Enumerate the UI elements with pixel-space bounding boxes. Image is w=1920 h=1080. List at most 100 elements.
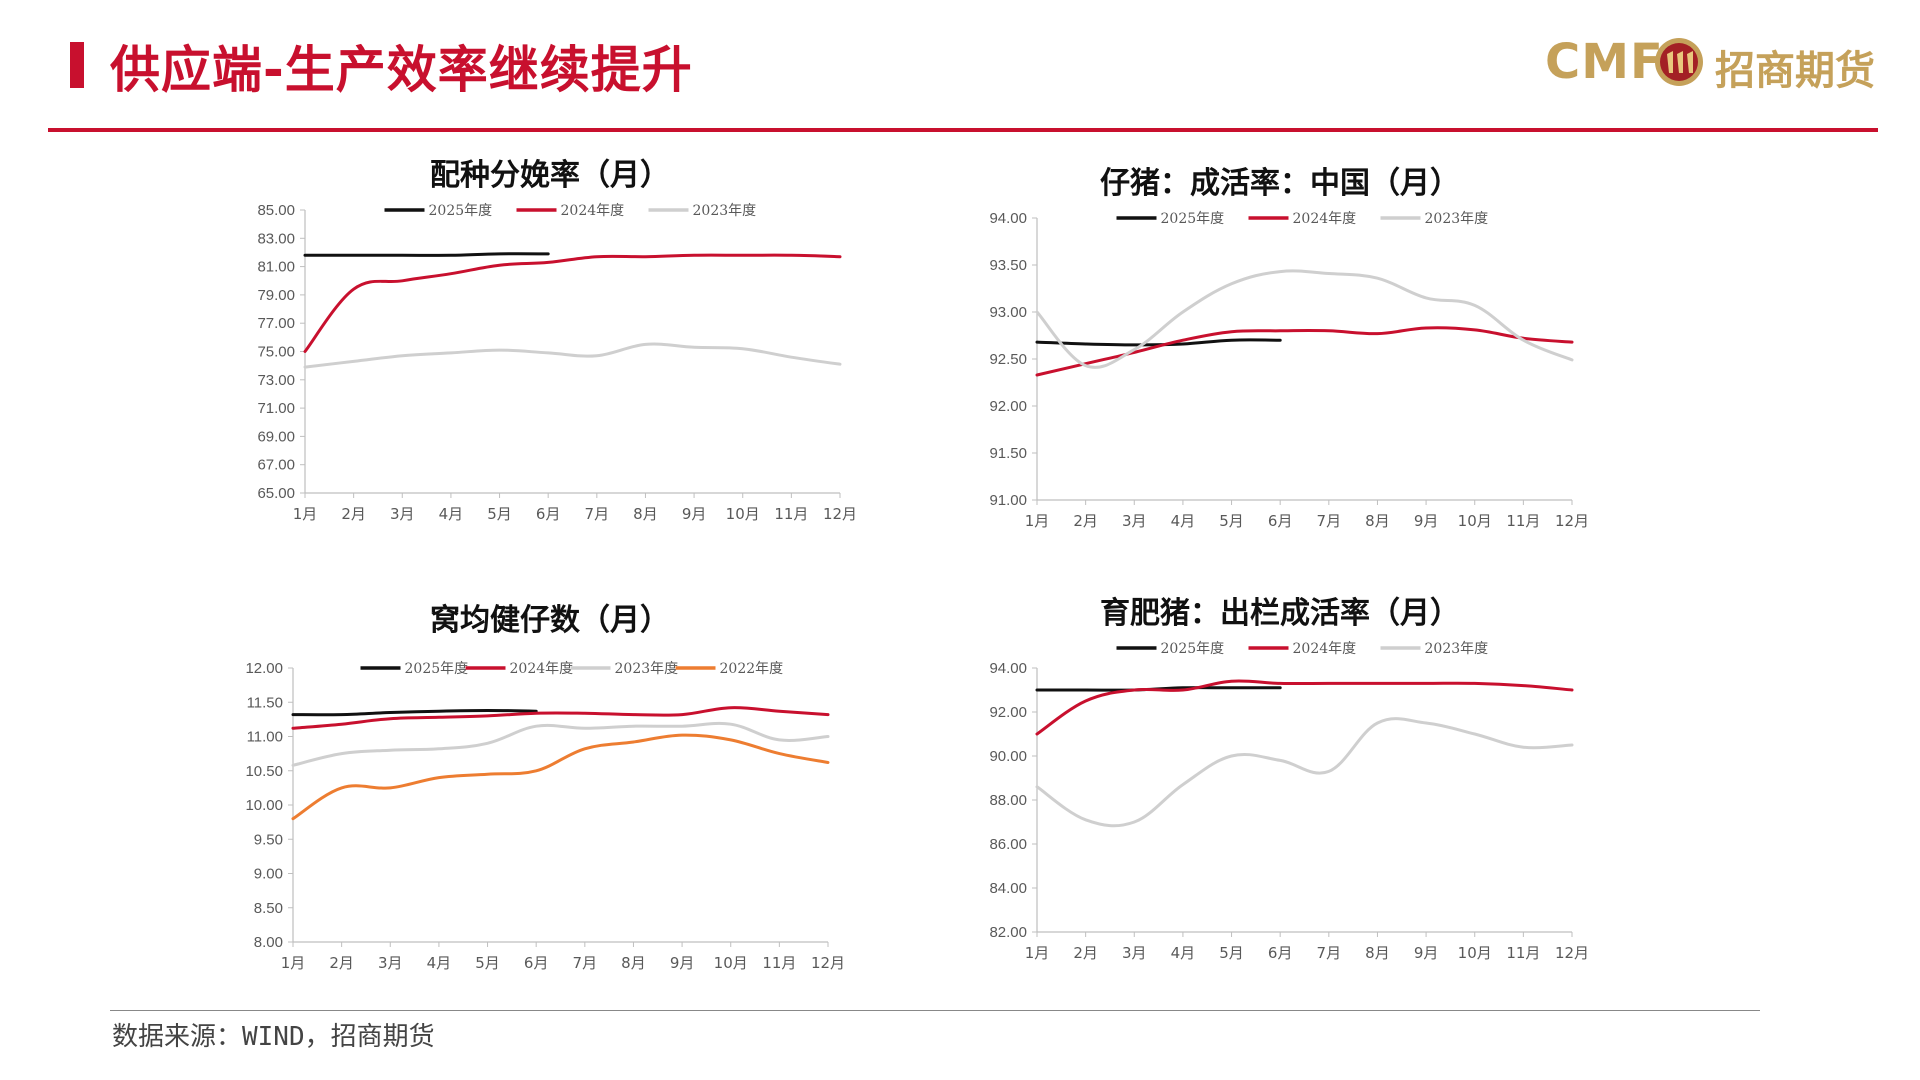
x-tick-label: 2月 bbox=[1073, 944, 1098, 962]
legend-label: 2025年度 bbox=[429, 203, 493, 219]
x-tick-label: 6月 bbox=[1268, 944, 1293, 962]
chart-plot: 12.00 11.50 11.00 10.50 10.00 9.50 9.00 8.50 8.0… bbox=[245, 660, 845, 972]
x-tick-label: 10月 bbox=[714, 954, 748, 972]
y-tick-label: 92.00 bbox=[989, 704, 1027, 721]
x-tick-label: 9月 bbox=[682, 505, 707, 523]
y-tick-label: 85.00 bbox=[257, 202, 295, 219]
series-line bbox=[303, 253, 842, 353]
x-tick-label: 6月 bbox=[1268, 512, 1293, 530]
legend-label: 2023年度 bbox=[1425, 641, 1489, 657]
series-line bbox=[291, 721, 830, 767]
y-tick-label: 82.00 bbox=[989, 924, 1027, 941]
y-tick-label: 9.00 bbox=[254, 866, 283, 883]
series-line bbox=[1035, 679, 1574, 736]
y-tick-label: 93.00 bbox=[989, 304, 1027, 321]
legend-label: 2025年度 bbox=[1161, 211, 1225, 227]
x-tick-label: 5月 bbox=[1219, 512, 1244, 530]
series-line bbox=[1035, 717, 1574, 828]
y-tick-label: 11.00 bbox=[247, 729, 283, 746]
y-tick-label: 92.00 bbox=[989, 398, 1027, 415]
y-tick-label: 75.00 bbox=[257, 344, 295, 361]
y-tick-label: 10.00 bbox=[245, 797, 283, 814]
legend-label: 2023年度 bbox=[693, 203, 757, 219]
chart-piglet-survival-rate: 仔猪：成活率：中国（月） 94.00 93.50 93.00 92.50 92.00 91… bbox=[950, 150, 1610, 550]
chart-healthy-piglets-per-litter: 窝均健仔数（月） 12.00 11.50 11.00 10.50 10.00 9.50 9.… bbox=[220, 590, 880, 1000]
y-tick-label: 12.00 bbox=[245, 660, 283, 677]
legend-label: 2024年度 bbox=[1293, 641, 1357, 657]
x-tick-label: 6月 bbox=[536, 505, 561, 523]
y-tick-label: 10.50 bbox=[245, 763, 283, 780]
x-tick-label: 1月 bbox=[293, 505, 318, 523]
chart-title: 配种分娩率（月） bbox=[430, 158, 670, 193]
x-tick-label: 12月 bbox=[1555, 512, 1589, 530]
x-tick-label: 4月 bbox=[439, 505, 464, 523]
data-source-note: 数据来源：WIND，招商期货 bbox=[112, 1022, 435, 1052]
x-tick-label: 8月 bbox=[1365, 512, 1390, 530]
y-tick-label: 8.00 bbox=[254, 934, 283, 951]
legend-label: 2025年度 bbox=[405, 661, 469, 677]
chart-plot: 94.00 92.00 90.00 88.00 86.00 84.00 82.00 1月 2月 3… bbox=[989, 641, 1589, 962]
x-tick-label: 3月 bbox=[1122, 944, 1147, 962]
company-logo: CMF 招商期货 bbox=[1545, 34, 1880, 94]
legend-label: 2023年度 bbox=[1425, 211, 1489, 227]
legend-label: 2023年度 bbox=[615, 661, 679, 677]
y-tick-label: 8.50 bbox=[254, 900, 283, 917]
chart-title: 育肥猪：出栏成活率（月） bbox=[1100, 596, 1460, 631]
x-tick-label: 5月 bbox=[475, 954, 500, 972]
x-tick-label: 4月 bbox=[427, 954, 452, 972]
y-tick-label: 81.00 bbox=[257, 259, 295, 276]
x-tick-label: 8月 bbox=[1365, 944, 1390, 962]
x-tick-label: 2月 bbox=[1073, 512, 1098, 530]
x-tick-label: 9月 bbox=[1414, 944, 1439, 962]
y-tick-label: 91.00 bbox=[989, 492, 1027, 509]
series-line bbox=[1035, 269, 1574, 369]
x-tick-label: 9月 bbox=[670, 954, 695, 972]
y-tick-label: 94.00 bbox=[989, 660, 1027, 677]
y-tick-label: 79.00 bbox=[257, 287, 295, 304]
x-tick-label: 11月 bbox=[774, 505, 808, 523]
x-tick-label: 1月 bbox=[1025, 944, 1050, 962]
y-tick-label: 88.00 bbox=[989, 792, 1027, 809]
x-tick-label: 2月 bbox=[341, 505, 366, 523]
x-tick-label: 3月 bbox=[390, 505, 415, 523]
logo-latin-text: CMF bbox=[1545, 34, 1664, 90]
y-tick-label: 9.50 bbox=[254, 831, 283, 848]
legend-label: 2024年度 bbox=[561, 203, 625, 219]
x-tick-label: 3月 bbox=[1122, 512, 1147, 530]
chart-plot: 94.00 93.50 93.00 92.50 92.00 91.50 91.00 1月 2月 3… bbox=[989, 210, 1589, 530]
footer-divider bbox=[110, 1010, 1760, 1011]
x-tick-label: 3月 bbox=[378, 954, 403, 972]
header-divider bbox=[48, 128, 1878, 132]
x-tick-label: 5月 bbox=[487, 505, 512, 523]
x-tick-label: 1月 bbox=[1025, 512, 1050, 530]
y-tick-label: 73.00 bbox=[257, 372, 295, 389]
x-tick-label: 7月 bbox=[1317, 944, 1342, 962]
y-tick-label: 71.00 bbox=[257, 400, 295, 417]
x-tick-label: 10月 bbox=[726, 505, 760, 523]
page-title: 供应端-生产效率继续提升 bbox=[110, 41, 693, 99]
series-line bbox=[291, 709, 538, 717]
series-line bbox=[303, 342, 842, 369]
y-tick-label: 83.00 bbox=[257, 230, 295, 247]
x-tick-label: 12月 bbox=[823, 505, 857, 523]
y-tick-label: 93.50 bbox=[989, 257, 1027, 274]
chart-plot: 85.00 83.00 81.00 79.00 77.00 75.00 73.00 71.00… bbox=[257, 202, 857, 523]
series-line bbox=[1035, 338, 1282, 347]
x-tick-label: 10月 bbox=[1458, 512, 1492, 530]
series-line bbox=[291, 733, 830, 821]
x-tick-label: 2月 bbox=[329, 954, 354, 972]
x-tick-label: 11月 bbox=[762, 954, 796, 972]
x-tick-label: 8月 bbox=[633, 505, 658, 523]
y-tick-label: 69.00 bbox=[257, 428, 295, 445]
series-line bbox=[303, 252, 550, 257]
x-tick-label: 4月 bbox=[1171, 512, 1196, 530]
y-tick-label: 11.50 bbox=[247, 694, 283, 711]
x-tick-label: 11月 bbox=[1506, 944, 1540, 962]
x-tick-label: 8月 bbox=[621, 954, 646, 972]
x-tick-label: 12月 bbox=[811, 954, 845, 972]
y-tick-label: 86.00 bbox=[989, 836, 1027, 853]
legend-label: 2022年度 bbox=[720, 661, 784, 677]
y-tick-label: 92.50 bbox=[989, 351, 1027, 368]
x-tick-label: 12月 bbox=[1555, 944, 1589, 962]
legend-label: 2025年度 bbox=[1161, 641, 1225, 657]
